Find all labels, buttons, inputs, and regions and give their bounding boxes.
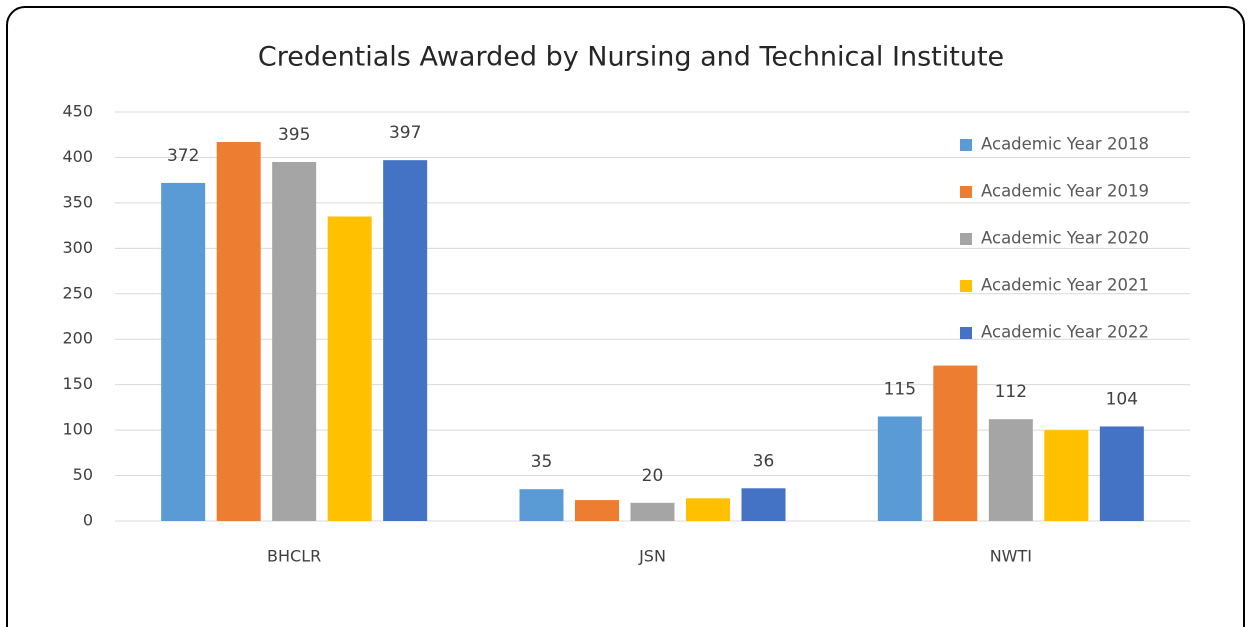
bar bbox=[630, 502, 675, 521]
data-label: 395 bbox=[278, 125, 310, 145]
x-tick-label: JSN bbox=[638, 547, 666, 566]
bar bbox=[272, 161, 317, 521]
bar bbox=[1044, 430, 1089, 521]
data-label: 112 bbox=[995, 382, 1027, 402]
legend-label: Academic Year 2018 bbox=[981, 135, 1149, 154]
bar bbox=[988, 419, 1033, 521]
bar bbox=[161, 182, 206, 522]
bar bbox=[383, 160, 428, 521]
bar bbox=[519, 489, 564, 521]
data-label: 20 bbox=[642, 466, 664, 486]
y-tick-label: 450 bbox=[62, 102, 93, 121]
legend-swatch bbox=[960, 139, 972, 151]
data-label: 35 bbox=[531, 452, 553, 472]
y-tick-label: 100 bbox=[62, 420, 93, 439]
data-label: 104 bbox=[1106, 389, 1138, 409]
data-label: 372 bbox=[167, 146, 199, 166]
data-label: 115 bbox=[884, 379, 916, 399]
y-tick-label: 150 bbox=[62, 374, 93, 393]
legend-label: Academic Year 2022 bbox=[981, 323, 1149, 342]
legend-swatch bbox=[960, 327, 972, 339]
legend-swatch bbox=[960, 233, 972, 245]
bar bbox=[741, 488, 786, 521]
y-tick-label: 0 bbox=[83, 511, 93, 530]
y-tick-label: 400 bbox=[62, 147, 93, 166]
legend-swatch bbox=[960, 280, 972, 292]
legend-swatch bbox=[960, 186, 972, 198]
bar bbox=[327, 216, 372, 521]
x-tick-label: BHCLR bbox=[267, 547, 321, 566]
legend-label: Academic Year 2020 bbox=[981, 229, 1149, 248]
bar bbox=[1099, 426, 1144, 521]
y-tick-label: 250 bbox=[62, 283, 93, 302]
bar bbox=[216, 141, 261, 521]
data-label: 397 bbox=[389, 123, 421, 143]
bar bbox=[933, 365, 978, 521]
legend-label: Academic Year 2019 bbox=[981, 182, 1149, 201]
chart-title: Credentials Awarded by Nursing and Techn… bbox=[258, 42, 1004, 73]
y-tick-label: 50 bbox=[73, 465, 93, 484]
bar bbox=[686, 498, 730, 521]
y-tick-label: 350 bbox=[62, 192, 93, 211]
y-tick-label: 300 bbox=[62, 238, 93, 257]
y-tick-label: 200 bbox=[62, 329, 93, 348]
data-label: 36 bbox=[753, 451, 775, 471]
bar bbox=[877, 416, 922, 521]
x-tick-label: NWTI bbox=[990, 547, 1032, 566]
bar bbox=[575, 500, 619, 521]
legend-label: Academic Year 2021 bbox=[981, 276, 1149, 295]
